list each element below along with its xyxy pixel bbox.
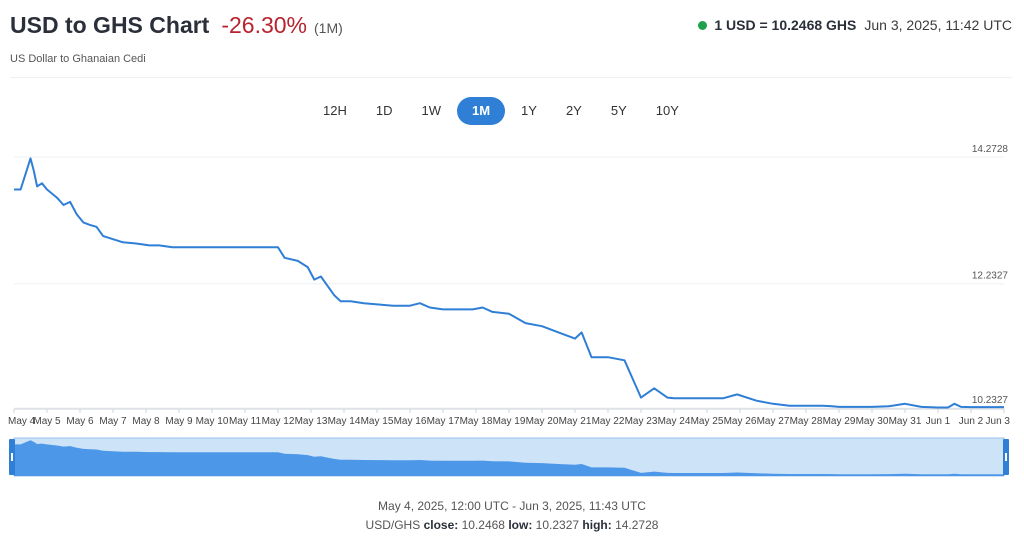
x-tick-label: May 21 bbox=[559, 416, 592, 427]
page-subtitle: US Dollar to Ghanaian Cedi bbox=[10, 53, 146, 65]
range-tag: (1M) bbox=[314, 20, 343, 36]
rate-value: 1 USD = 10.2468 GHS bbox=[714, 17, 857, 33]
x-tick-label: May 28 bbox=[790, 416, 823, 427]
x-tick-label: May 16 bbox=[394, 416, 427, 427]
tab-12h[interactable]: 12H bbox=[323, 103, 347, 118]
live-rate: 1 USD = 10.2468 GHS Jun 3, 2025, 11:42 U… bbox=[698, 17, 1012, 33]
tab-1d[interactable]: 1D bbox=[375, 103, 393, 118]
header-divider bbox=[10, 77, 1012, 78]
ohlc-summary: USD/GHS close: 10.2468 low: 10.2327 high… bbox=[0, 516, 1024, 535]
high-label: high: bbox=[582, 518, 612, 532]
chart-header: USD to GHS Chart -26.30% (1M) US Dollar … bbox=[10, 10, 1012, 70]
x-tick-label: May 27 bbox=[757, 416, 790, 427]
x-tick-label: May 24 bbox=[658, 416, 691, 427]
x-tick-label: May 4 bbox=[8, 416, 36, 427]
y-tick-label: 10.2327 bbox=[972, 395, 1009, 406]
navigator-area bbox=[14, 440, 1004, 476]
x-tick-label: May 10 bbox=[196, 416, 229, 427]
live-dot-icon bbox=[698, 20, 708, 30]
chart-footer: May 4, 2025, 12:00 UTC - Jun 3, 2025, 11… bbox=[0, 497, 1024, 535]
pair-label: USD/GHS bbox=[365, 518, 421, 532]
handle-grip bbox=[1005, 453, 1007, 461]
range-tabs: 12H 1D 1W 1M 1Y 2Y 5Y 10Y bbox=[310, 97, 695, 125]
series-line bbox=[14, 157, 1004, 409]
x-tick-label: May 8 bbox=[132, 416, 160, 427]
tab-1m[interactable]: 1M bbox=[456, 97, 506, 125]
x-tick-label: May 14 bbox=[328, 416, 361, 427]
x-tick-label: Jun 3 bbox=[986, 416, 1011, 427]
x-tick-label: May 29 bbox=[823, 416, 856, 427]
x-tick-label: May 12 bbox=[262, 416, 295, 427]
x-tick-label: May 17 bbox=[427, 416, 460, 427]
x-tick-label: May 11 bbox=[229, 416, 261, 427]
tab-10y[interactable]: 10Y bbox=[655, 103, 679, 118]
y-tick-label: 12.2327 bbox=[972, 271, 1009, 282]
x-tick-label: May 25 bbox=[691, 416, 724, 427]
close-label: close: bbox=[423, 518, 459, 532]
x-tick-label: May 13 bbox=[295, 416, 328, 427]
tab-5y[interactable]: 5Y bbox=[610, 103, 627, 118]
x-tick-label: May 31 bbox=[889, 416, 922, 427]
x-tick-label: May 19 bbox=[493, 416, 526, 427]
x-tick-label: May 22 bbox=[592, 416, 625, 427]
handle-grip bbox=[11, 453, 13, 461]
x-tick-label: May 5 bbox=[33, 416, 61, 427]
tab-1w[interactable]: 1W bbox=[421, 103, 441, 118]
close-value: 10.2468 bbox=[461, 518, 505, 532]
percent-change: -26.30% bbox=[221, 12, 308, 38]
x-tick-label: May 20 bbox=[526, 416, 559, 427]
tab-2y[interactable]: 2Y bbox=[565, 103, 582, 118]
y-tick-label: 14.2728 bbox=[972, 144, 1009, 155]
x-tick-label: May 7 bbox=[99, 416, 127, 427]
title-row: USD to GHS Chart -26.30% (1M) bbox=[10, 12, 343, 39]
x-tick-label: Jun 2 bbox=[959, 416, 984, 427]
x-tick-label: Jun 1 bbox=[926, 416, 951, 427]
page-title: USD to GHS Chart bbox=[10, 12, 210, 38]
high-value: 14.2728 bbox=[615, 518, 659, 532]
x-tick-label: May 18 bbox=[460, 416, 493, 427]
rate-timestamp: Jun 3, 2025, 11:42 UTC bbox=[864, 17, 1012, 33]
tab-1y[interactable]: 1Y bbox=[521, 103, 537, 118]
x-tick-label: May 6 bbox=[66, 416, 94, 427]
x-tick-label: May 9 bbox=[165, 416, 193, 427]
x-tick-label: May 30 bbox=[856, 416, 889, 427]
x-tick-label: May 15 bbox=[361, 416, 394, 427]
low-value: 10.2327 bbox=[535, 518, 580, 532]
x-tick-label: May 26 bbox=[724, 416, 757, 427]
x-tick-label: May 23 bbox=[625, 416, 658, 427]
low-label: low: bbox=[508, 518, 533, 532]
date-range-text: May 4, 2025, 12:00 UTC - Jun 3, 2025, 11… bbox=[378, 499, 646, 513]
